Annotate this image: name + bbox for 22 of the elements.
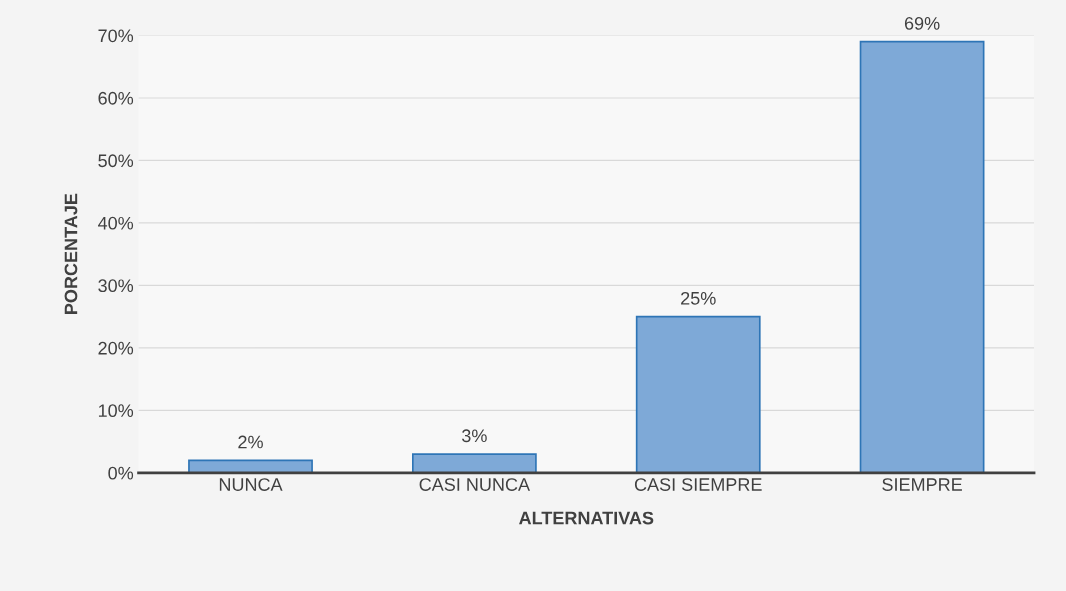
y-tick-label: 60%: [98, 91, 134, 105]
y-tick-label: 10%: [98, 404, 134, 418]
x-tick-label: CASI SIEMPRE: [634, 478, 762, 491]
y-tick-label: 0%: [108, 466, 134, 480]
bar: [411, 453, 537, 473]
x-axis-title: ALTERNATIVAS: [519, 511, 654, 525]
bar: [859, 40, 985, 473]
x-tick-label: CASI NUNCA: [419, 478, 531, 491]
y-tick-label: 70%: [98, 29, 134, 43]
data-label: 69%: [904, 17, 940, 30]
x-tick-label: NUNCA: [219, 478, 283, 491]
data-label: 3%: [462, 429, 487, 443]
bar: [188, 459, 313, 473]
y-tick-label: 20%: [98, 341, 134, 355]
y-tick-label: 40%: [98, 216, 134, 230]
y-axis-title: PORCENTAJE: [64, 193, 78, 314]
data-label: 2%: [238, 435, 263, 449]
y-tick-label: 50%: [98, 154, 134, 168]
y-tick-label: 30%: [98, 279, 134, 293]
data-label: 25%: [681, 291, 716, 305]
x-tick-label: SIEMPRE: [882, 478, 962, 491]
bar: [635, 315, 761, 473]
